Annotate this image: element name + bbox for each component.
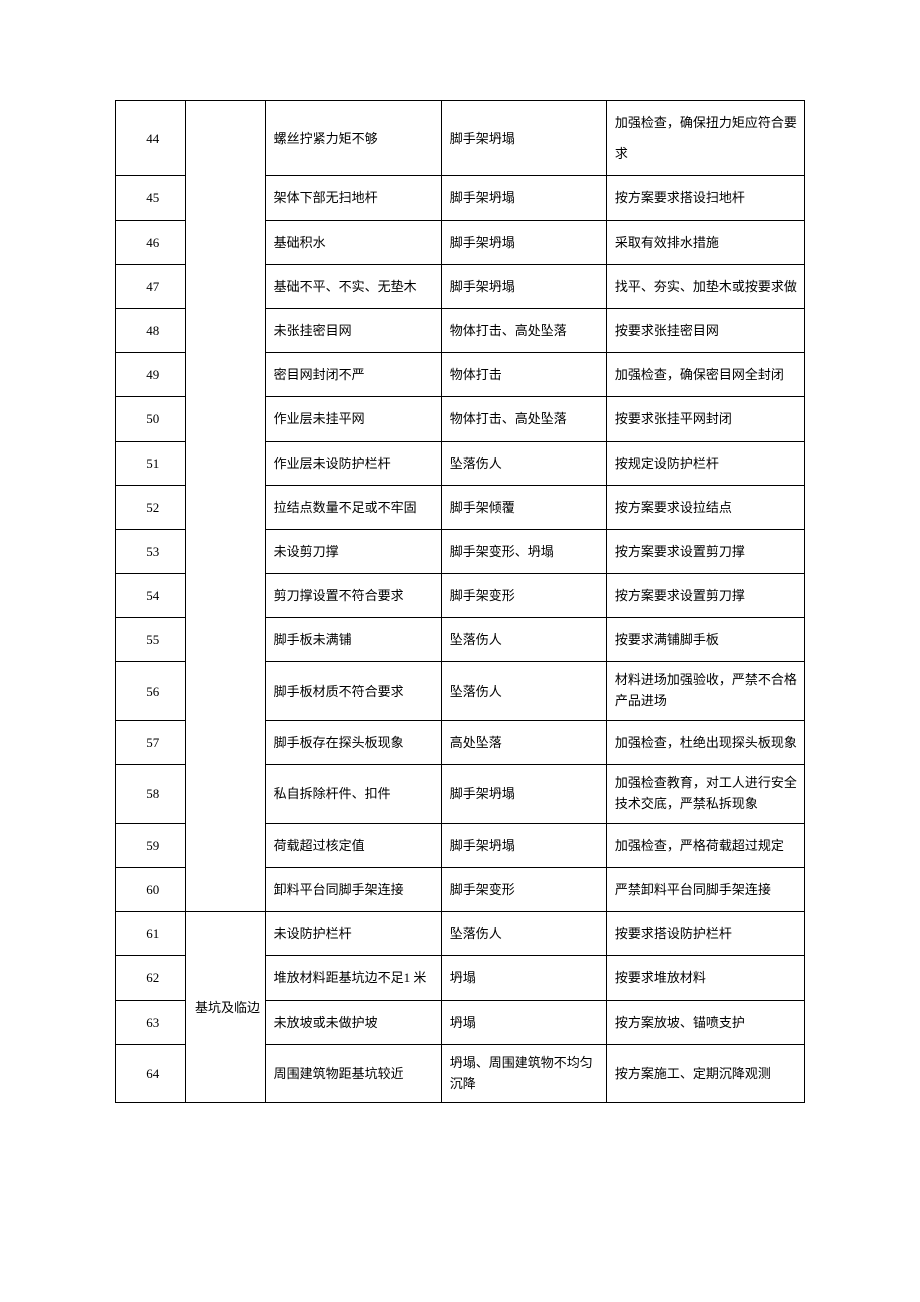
row-number: 49 <box>116 353 186 397</box>
harm-cell: 坍塌 <box>441 956 606 1000</box>
row-number: 45 <box>116 176 186 220</box>
hazard-table: 44螺丝拧紧力矩不够脚手架坍塌加强检查，确保扭力矩应符合要求45架体下部无扫地杆… <box>115 100 805 1103</box>
harm-cell: 高处坠落 <box>441 721 606 765</box>
harm-cell: 脚手架变形 <box>441 574 606 618</box>
action-cell: 加强检查，杜绝出现探头板现象 <box>606 721 804 765</box>
row-number: 57 <box>116 721 186 765</box>
row-number: 48 <box>116 308 186 352</box>
harm-cell: 脚手架变形、坍塌 <box>441 529 606 573</box>
action-cell: 按要求张挂密目网 <box>606 308 804 352</box>
action-cell: 材料进场加强验收，严禁不合格产品进场 <box>606 662 804 721</box>
action-cell: 加强检查，确保密目网全封闭 <box>606 353 804 397</box>
harm-cell: 脚手架坍塌 <box>441 264 606 308</box>
hazard-cell: 作业层未挂平网 <box>265 397 441 441</box>
harm-cell: 脚手架坍塌 <box>441 101 606 176</box>
row-number: 54 <box>116 574 186 618</box>
row-number: 53 <box>116 529 186 573</box>
row-number: 44 <box>116 101 186 176</box>
hazard-cell: 脚手板材质不符合要求 <box>265 662 441 721</box>
row-number: 56 <box>116 662 186 721</box>
action-cell: 按要求堆放材料 <box>606 956 804 1000</box>
hazard-cell: 卸料平台同脚手架连接 <box>265 868 441 912</box>
action-cell: 按方案要求设拉结点 <box>606 485 804 529</box>
action-cell: 找平、夯实、加垫木或按要求做 <box>606 264 804 308</box>
row-number: 55 <box>116 618 186 662</box>
hazard-cell: 基础不平、不实、无垫木 <box>265 264 441 308</box>
action-cell: 采取有效排水措施 <box>606 220 804 264</box>
action-cell: 按方案要求搭设扫地杆 <box>606 176 804 220</box>
hazard-cell: 架体下部无扫地杆 <box>265 176 441 220</box>
harm-cell: 坠落伤人 <box>441 912 606 956</box>
action-cell: 按方案要求设置剪刀撑 <box>606 574 804 618</box>
row-number: 50 <box>116 397 186 441</box>
hazard-cell: 拉结点数量不足或不牢固 <box>265 485 441 529</box>
hazard-cell: 密目网封闭不严 <box>265 353 441 397</box>
hazard-cell: 未设防护栏杆 <box>265 912 441 956</box>
hazard-cell: 未张挂密目网 <box>265 308 441 352</box>
harm-cell: 坠落伤人 <box>441 662 606 721</box>
action-cell: 加强检查，确保扭力矩应符合要求 <box>606 101 804 176</box>
harm-cell: 坠落伤人 <box>441 618 606 662</box>
action-cell: 加强检查，严格荷载超过规定 <box>606 823 804 867</box>
category-cell-blank <box>186 101 265 912</box>
hazard-cell: 脚手板存在探头板现象 <box>265 721 441 765</box>
row-number: 64 <box>116 1044 186 1103</box>
harm-cell: 脚手架坍塌 <box>441 176 606 220</box>
row-number: 61 <box>116 912 186 956</box>
harm-cell: 物体打击、高处坠落 <box>441 308 606 352</box>
hazard-cell: 螺丝拧紧力矩不够 <box>265 101 441 176</box>
hazard-cell: 未设剪刀撑 <box>265 529 441 573</box>
harm-cell: 坠落伤人 <box>441 441 606 485</box>
category-cell: 基坑及临边 <box>186 912 265 1103</box>
table-row: 44 螺丝拧紧力矩不够脚手架坍塌加强检查，确保扭力矩应符合要求 <box>116 101 805 176</box>
action-cell: 按方案施工、定期沉降观测 <box>606 1044 804 1103</box>
harm-cell: 脚手架坍塌 <box>441 765 606 824</box>
document-page: 44螺丝拧紧力矩不够脚手架坍塌加强检查，确保扭力矩应符合要求45架体下部无扫地杆… <box>0 0 920 1203</box>
table-body: 44螺丝拧紧力矩不够脚手架坍塌加强检查，确保扭力矩应符合要求45架体下部无扫地杆… <box>116 101 805 1103</box>
harm-cell: 脚手架变形 <box>441 868 606 912</box>
action-cell: 按规定设防护栏杆 <box>606 441 804 485</box>
row-number: 63 <box>116 1000 186 1044</box>
hazard-cell: 私自拆除杆件、扣件 <box>265 765 441 824</box>
row-number: 62 <box>116 956 186 1000</box>
action-cell: 按要求满铺脚手板 <box>606 618 804 662</box>
harm-cell: 坍塌 <box>441 1000 606 1044</box>
action-cell: 按要求张挂平网封闭 <box>606 397 804 441</box>
row-number: 47 <box>116 264 186 308</box>
harm-cell: 脚手架倾覆 <box>441 485 606 529</box>
row-number: 51 <box>116 441 186 485</box>
harm-cell: 脚手架坍塌 <box>441 220 606 264</box>
table-row: 61基坑及临边未设防护栏杆坠落伤人按要求搭设防护栏杆 <box>116 912 805 956</box>
action-cell: 按要求搭设防护栏杆 <box>606 912 804 956</box>
harm-cell: 坍塌、周围建筑物不均匀沉降 <box>441 1044 606 1103</box>
row-number: 52 <box>116 485 186 529</box>
row-number: 58 <box>116 765 186 824</box>
hazard-cell: 堆放材料距基坑边不足1 米 <box>265 956 441 1000</box>
action-cell: 严禁卸料平台同脚手架连接 <box>606 868 804 912</box>
row-number: 59 <box>116 823 186 867</box>
harm-cell: 物体打击、高处坠落 <box>441 397 606 441</box>
action-cell: 按方案要求设置剪刀撑 <box>606 529 804 573</box>
hazard-cell: 基础积水 <box>265 220 441 264</box>
row-number: 46 <box>116 220 186 264</box>
hazard-cell: 作业层未设防护栏杆 <box>265 441 441 485</box>
action-cell: 加强检查教育，对工人进行安全技术交底，严禁私拆现象 <box>606 765 804 824</box>
hazard-cell: 未放坡或未做护坡 <box>265 1000 441 1044</box>
hazard-cell: 荷载超过核定值 <box>265 823 441 867</box>
hazard-cell: 脚手板未满铺 <box>265 618 441 662</box>
row-number: 60 <box>116 868 186 912</box>
hazard-cell: 周围建筑物距基坑较近 <box>265 1044 441 1103</box>
hazard-cell: 剪刀撑设置不符合要求 <box>265 574 441 618</box>
action-cell: 按方案放坡、锚喷支护 <box>606 1000 804 1044</box>
harm-cell: 物体打击 <box>441 353 606 397</box>
harm-cell: 脚手架坍塌 <box>441 823 606 867</box>
